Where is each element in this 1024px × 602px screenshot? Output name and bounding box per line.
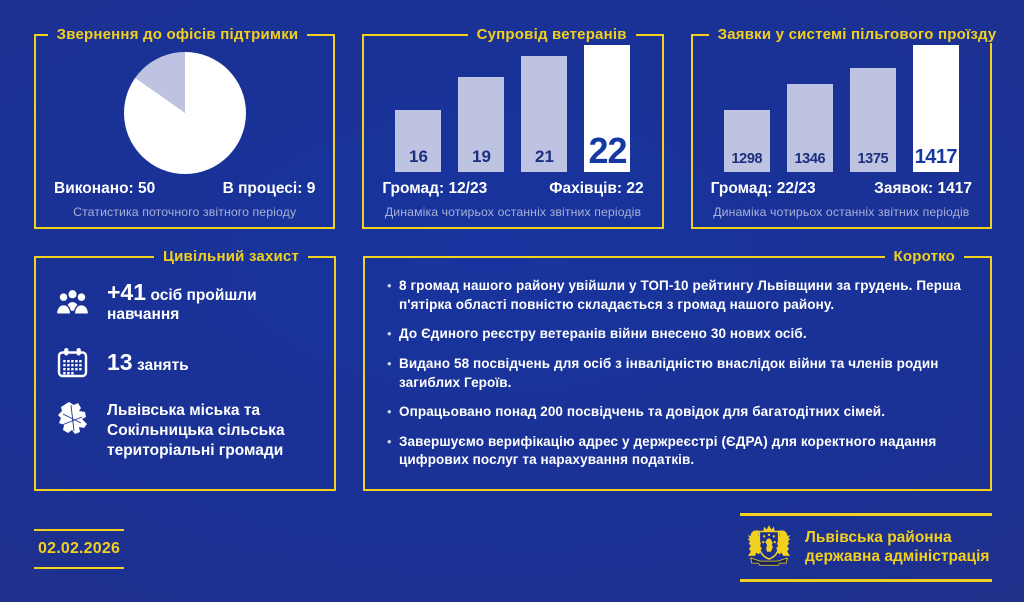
bar-value: 1417 [914,146,958,168]
bar-highlighted: 1417 [912,45,959,172]
panel-transit: Заявки у системі пільгового проїзду 1298… [690,26,996,229]
bullet-dot: • [387,355,392,371]
bar-value: 1298 [731,151,763,167]
veterans-communities-label: Громад: 12/23 [382,180,488,197]
bullet-dot: • [387,433,392,449]
org-logo-block: Львівська районна державна адміністрація [740,513,992,582]
bar: 19 [458,77,505,172]
bar-value: 1375 [857,151,889,167]
civil-trainings-text: +41 осіб пройшли навчання [107,279,257,323]
bar: 16 [395,110,442,172]
bar-value: 16 [409,147,428,166]
panel-veterans: Супровід ветеранів 16 19 21 22 Громад: 1… [362,26,664,229]
list-item: • Опрацьовано понад 200 посвідчень та дов… [387,403,968,422]
people-group-icon [54,289,90,315]
civil-sessions-value: 13 [107,349,133,375]
panel-appeals-title: Звернення до офісів підтримки [56,26,299,43]
panel-civil-protection: Цивільний захист +41 [34,248,336,491]
veterans-bar-chart: 16 19 21 22 [380,45,645,172]
org-name: Львівська районна державна адміністрація [805,529,990,565]
bar-value: 22 [588,130,627,171]
civil-stat-trainings: +41 осіб пройшли навчання [54,279,316,324]
panel-veterans-title: Супровід ветеранів [476,26,627,43]
bar-value: 19 [472,147,491,166]
list-item: • До Єдиного реєстру ветеранів війни внес… [387,325,968,344]
top-panels-row: Звернення до офісів підтримки Виконано: … [34,26,996,229]
veterans-caption: Динаміка чотирьох останніх звітних періо… [384,205,642,219]
appeals-pie-chart [123,51,246,174]
transit-communities-label: Громад: 22/23 [710,180,816,197]
appeals-done-label: Виконано: 50 [54,180,156,197]
coat-of-arms-icon [742,522,796,573]
transit-stats-row: Громад: 22/23 Заявок: 1417 [709,180,974,198]
bar-value: 1346 [794,151,826,167]
panel-appeals: Звернення до офісів підтримки Виконано: … [34,26,336,229]
appeals-caption: Статистика поточного звітного періоду [73,205,297,219]
bullet-dot: • [387,404,392,420]
bar-highlighted: 22 [584,45,631,172]
bar: 21 [521,56,568,172]
middle-panels-row: Цивільний захист +41 [34,248,992,491]
panel-transit-title: Заявки у системі пільгового проїзду [717,26,997,43]
infographic-page: Звернення до офісів підтримки Виконано: … [0,26,1024,602]
bullet-dot: • [387,326,392,342]
calendar-icon [54,347,90,378]
veterans-stats-row: Громад: 12/23 Фахівців: 22 [380,180,645,198]
list-item: • 8 громад нашого району увійшли у ТОП-10… [387,277,968,314]
district-map-icon [54,401,90,437]
list-item: • Завершуємо верифікацію адрес у держреєс… [387,433,968,470]
appeals-in-progress-label: В процесі: 9 [222,180,316,197]
transit-applications-label: Заявок: 1417 [874,180,972,197]
list-item: • Видано 58 посвідчень для осіб з інвалід… [387,355,968,392]
civil-sessions-text: 13 занять [107,349,189,375]
report-date: 02.02.2026 [34,529,124,569]
transit-bar-chart: 1298 1346 1375 1417 [709,45,974,172]
short-summary-list: • 8 громад нашого району увійшли у ТОП-10… [381,267,974,481]
bullet-dot: • [387,278,392,293]
civil-stat-sessions: 13 занять [54,347,316,378]
bar: 1298 [723,110,770,172]
civil-communities-text: Львівська міська та Сокільницька сільськ… [107,402,285,460]
veterans-specialists-label: Фахівців: 22 [549,180,644,197]
pie-chart-area [52,45,317,180]
panel-short-summary: Коротко • 8 громад нашого району увійшли … [363,248,992,491]
panel-civil-title: Цивільний захист [162,248,299,265]
transit-caption: Динаміка чотирьох останніх звітних періо… [713,205,970,219]
civil-stat-communities: Львівська міська та Сокільницька сільськ… [54,401,316,461]
bar: 1375 [849,68,896,172]
bar: 1346 [786,84,833,172]
civil-trainings-value: +41 [107,279,147,305]
bar-value: 21 [535,147,554,166]
civil-items: +41 осіб пройшли навчання [52,267,318,461]
appeals-stats-row: Виконано: 50 В процесі: 9 [52,180,317,198]
panel-short-title: Коротко [893,248,955,265]
